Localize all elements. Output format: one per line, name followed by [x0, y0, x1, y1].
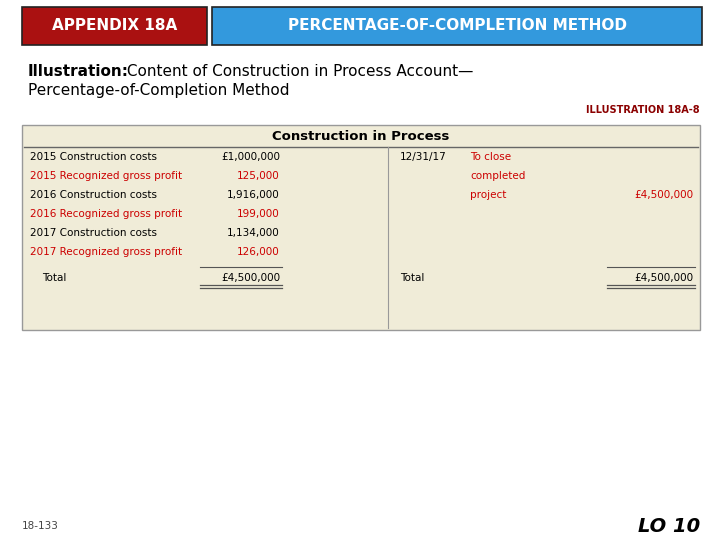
Text: ILLUSTRATION 18A-8: ILLUSTRATION 18A-8	[586, 105, 700, 115]
Text: 2016 Recognized gross profit: 2016 Recognized gross profit	[30, 209, 182, 219]
Text: 126,000: 126,000	[238, 247, 280, 257]
Text: 199,000: 199,000	[238, 209, 280, 219]
Text: APPENDIX 18A: APPENDIX 18A	[52, 18, 177, 33]
Text: 2015 Construction costs: 2015 Construction costs	[30, 152, 157, 162]
Text: 1,916,000: 1,916,000	[228, 190, 280, 200]
Bar	[212, 7, 702, 45]
Text: 2015 Recognized gross profit: 2015 Recognized gross profit	[30, 171, 182, 181]
Text: LO 10: LO 10	[638, 516, 700, 536]
Text: PERCENTAGE-OF-COMPLETION METHOD: PERCENTAGE-OF-COMPLETION METHOD	[287, 18, 626, 33]
Text: Total: Total	[42, 273, 66, 283]
Text: 2017 Construction costs: 2017 Construction costs	[30, 228, 157, 238]
Bar	[22, 125, 700, 330]
Text: 2016 Construction costs: 2016 Construction costs	[30, 190, 157, 200]
Text: £4,500,000: £4,500,000	[634, 273, 693, 283]
Text: To close: To close	[470, 152, 511, 162]
Text: £4,500,000: £4,500,000	[634, 190, 693, 200]
Text: £4,500,000: £4,500,000	[221, 273, 280, 283]
Text: Illustration:: Illustration:	[28, 64, 129, 79]
Text: Total: Total	[400, 273, 424, 283]
Text: Construction in Process: Construction in Process	[272, 131, 450, 144]
Text: 125,000: 125,000	[238, 171, 280, 181]
Text: £1,000,000: £1,000,000	[221, 152, 280, 162]
Text: 2017 Recognized gross profit: 2017 Recognized gross profit	[30, 247, 182, 257]
Text: Percentage-of-Completion Method: Percentage-of-Completion Method	[28, 83, 289, 98]
Text: 12/31/17: 12/31/17	[400, 152, 446, 162]
Text: 18-133: 18-133	[22, 521, 59, 531]
Bar	[22, 7, 207, 45]
Text: 1,134,000: 1,134,000	[228, 228, 280, 238]
Text: project: project	[470, 190, 506, 200]
Text: Content of Construction in Process Account—: Content of Construction in Process Accou…	[122, 64, 473, 79]
Text: completed: completed	[470, 171, 526, 181]
